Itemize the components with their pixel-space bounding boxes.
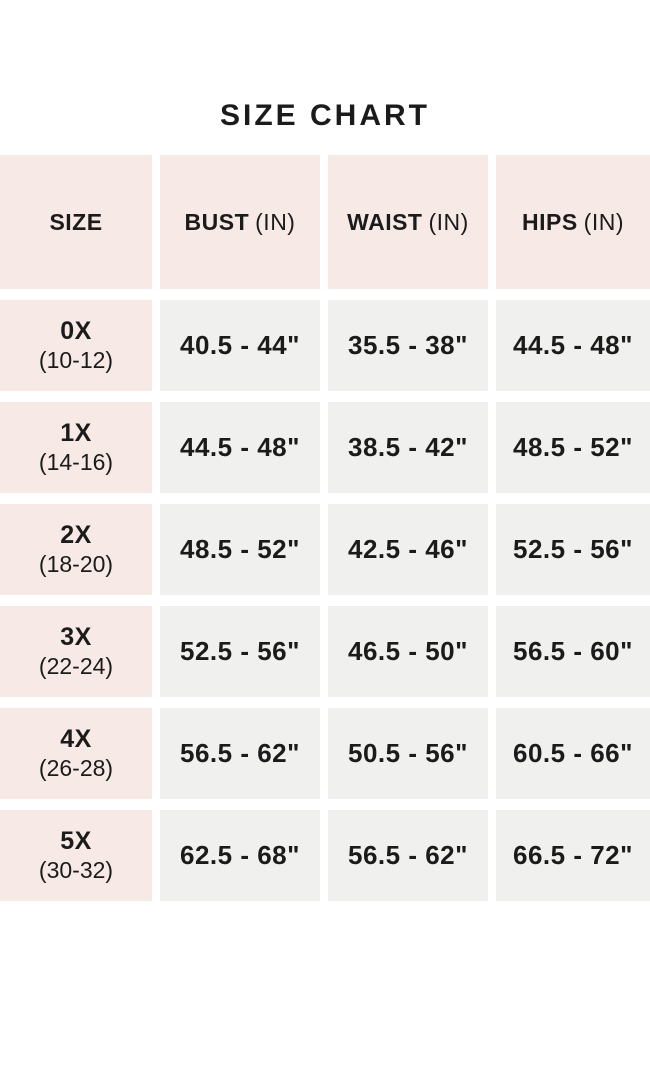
bust-value: 44.5 - 48" [160, 402, 320, 493]
size-cell-3x: 3X (22-24) [0, 606, 152, 697]
column-header-label: SIZE [49, 208, 103, 235]
size-cell-4x: 4X (26-28) [0, 708, 152, 799]
size-cell-0x: 0X (10-12) [0, 300, 152, 391]
bust-value: 48.5 - 52" [160, 504, 320, 595]
column-header-label: BUST [184, 208, 250, 235]
bust-value: 62.5 - 68" [160, 810, 320, 901]
size-range: (10-12) [38, 347, 114, 373]
size-cell-1x: 1X (14-16) [0, 402, 152, 493]
bust-value: 40.5 - 44" [160, 300, 320, 391]
column-header-label: HIPS [521, 208, 578, 235]
size-range: (14-16) [38, 449, 114, 475]
size-label: 1X [60, 419, 92, 447]
column-header-label: WAIST [347, 208, 423, 235]
hips-value: 66.5 - 72" [496, 810, 650, 901]
column-header-waist: WAIST (IN) [328, 155, 488, 289]
hips-value: 52.5 - 56" [496, 504, 650, 595]
waist-value: 50.5 - 56" [328, 708, 488, 799]
column-header-bust: BUST (IN) [160, 155, 320, 289]
hips-value: 60.5 - 66" [496, 708, 650, 799]
size-range: (26-28) [38, 755, 114, 781]
size-label: 0X [60, 317, 92, 345]
size-cell-2x: 2X (18-20) [0, 504, 152, 595]
size-range: (30-32) [38, 857, 114, 883]
bust-value: 56.5 - 62" [160, 708, 320, 799]
size-label: 2X [60, 521, 92, 549]
column-header-size: SIZE [0, 155, 152, 289]
hips-value: 56.5 - 60" [496, 606, 650, 697]
column-header-unit: (IN) [428, 208, 469, 235]
size-label: 5X [60, 827, 92, 855]
column-header-unit: (IN) [255, 208, 296, 235]
size-range: (18-20) [38, 551, 114, 577]
waist-value: 56.5 - 62" [328, 810, 488, 901]
waist-value: 46.5 - 50" [328, 606, 488, 697]
column-header-unit: (IN) [583, 208, 624, 235]
size-range: (22-24) [38, 653, 114, 679]
waist-value: 35.5 - 38" [328, 300, 488, 391]
size-label: 4X [60, 725, 92, 753]
hips-value: 44.5 - 48" [496, 300, 650, 391]
page-title: SIZE CHART [220, 99, 430, 132]
column-header-hips: HIPS (IN) [496, 155, 650, 289]
waist-value: 42.5 - 46" [328, 504, 488, 595]
size-label: 3X [60, 623, 92, 651]
waist-value: 38.5 - 42" [328, 402, 488, 493]
size-chart-table: SIZE BUST (IN) WAIST (IN) HIPS (IN) 0X (10-… [0, 155, 650, 901]
bust-value: 52.5 - 56" [160, 606, 320, 697]
hips-value: 48.5 - 52" [496, 402, 650, 493]
size-cell-5x: 5X (30-32) [0, 810, 152, 901]
